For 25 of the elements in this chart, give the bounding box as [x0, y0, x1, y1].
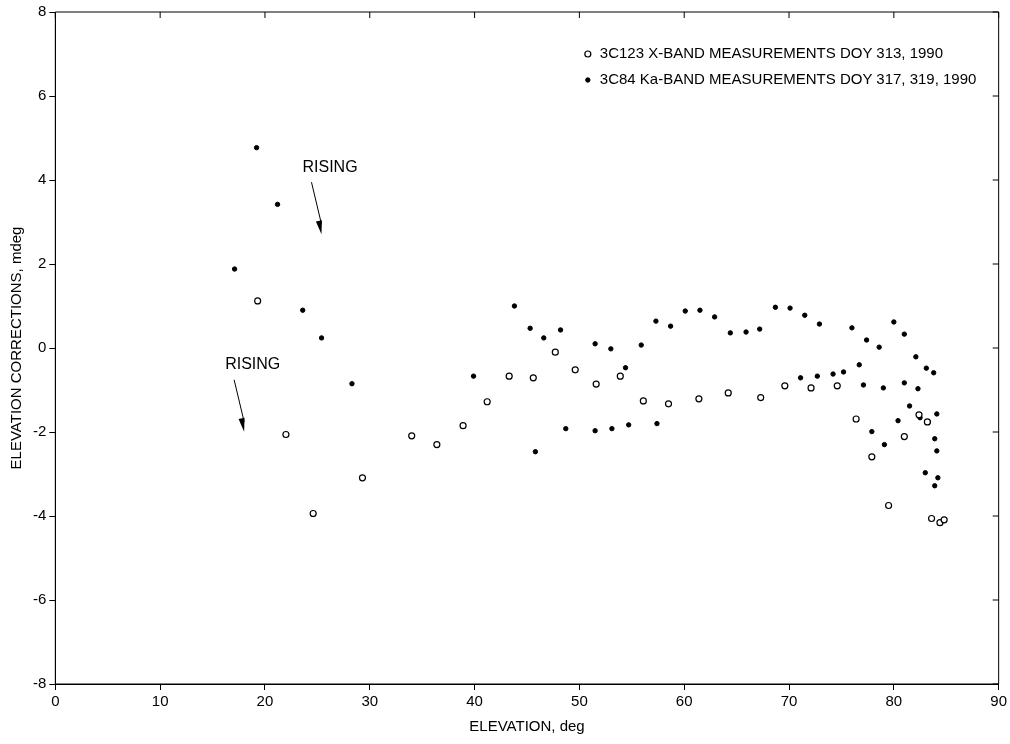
x-tick-label: 30: [361, 692, 379, 710]
x-tick-label: 20: [256, 692, 274, 710]
x-tick-label: 70: [780, 692, 798, 710]
annotation: RISING: [225, 355, 281, 373]
y-tick-label: -4: [32, 506, 47, 524]
x-tick-label: 50: [571, 692, 588, 710]
y-tick-label: 0: [37, 338, 47, 356]
x-tick-label: 40: [466, 692, 483, 710]
y-tick-label: -2: [32, 422, 47, 440]
y-tick-label: 6: [37, 86, 47, 104]
x-tick-label: 0: [51, 692, 60, 710]
y-tick-label: 2: [37, 254, 47, 272]
x-tick-label: 80: [885, 692, 903, 710]
y-tick-label: 8: [37, 2, 47, 20]
y-tick-label: -6: [32, 590, 47, 608]
legend-label: 3C123 X-BAND MEASUREMENTS DOY 313, 1990: [599, 44, 944, 62]
y-axis-title: ELEVATION CORRECTIONS, mdeg: [7, 226, 25, 470]
legend-label: 3C84 Ka-BAND MEASUREMENTS DOY 317, 319, 1990: [599, 70, 977, 88]
x-tick-label: 60: [675, 692, 693, 710]
x-tick-label: 90: [990, 692, 1007, 710]
annotation: RISING: [302, 157, 358, 175]
y-tick-label: 4: [37, 170, 47, 188]
y-tick-label: -8: [32, 674, 47, 692]
x-tick-label: 10: [151, 692, 169, 710]
x-axis-title: ELEVATION, deg: [469, 717, 585, 735]
